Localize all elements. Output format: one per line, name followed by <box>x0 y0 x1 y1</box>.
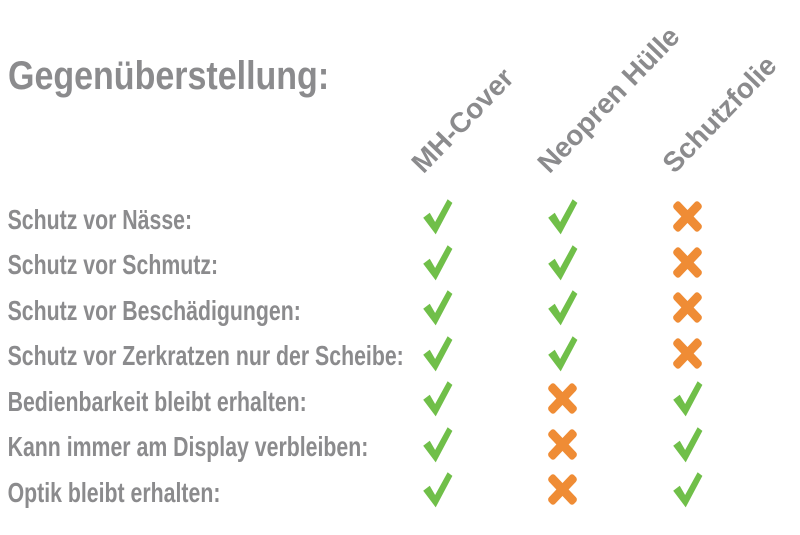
cross-icon <box>671 290 704 325</box>
cell-schutzfolie <box>625 288 750 334</box>
cross-icon <box>546 381 579 416</box>
cell-mh-cover <box>375 288 500 334</box>
check-icon <box>547 198 578 235</box>
cell-schutzfolie <box>625 243 750 289</box>
cell-neopren-huelle <box>500 243 625 289</box>
cell-mh-cover <box>375 334 500 380</box>
check-icon <box>422 426 453 463</box>
row-label: Bedienbarkeit bleibt erhalten: <box>7 385 307 417</box>
table-row: Schutz vor Schmutz: <box>0 243 800 289</box>
table-row: Schutz vor Beschädigungen: <box>0 288 800 334</box>
table-row: Kann immer am Display verbleiben: <box>0 425 800 471</box>
cell-mh-cover <box>375 425 500 471</box>
check-icon <box>547 289 578 326</box>
cross-icon <box>671 199 704 234</box>
cell-schutzfolie <box>625 334 750 380</box>
cell-schutzfolie <box>625 425 750 471</box>
row-label: Schutz vor Schmutz: <box>7 249 219 281</box>
check-icon <box>422 335 453 372</box>
check-icon <box>422 380 453 417</box>
cell-mh-cover <box>375 243 500 289</box>
row-label: Schutz vor Nässe: <box>7 203 193 235</box>
cell-neopren-huelle <box>500 334 625 380</box>
check-icon <box>422 244 453 281</box>
cross-icon <box>671 245 704 280</box>
table-row: Schutz vor Zerkratzen nur der Scheibe: <box>0 334 800 380</box>
cell-neopren-huelle <box>500 288 625 334</box>
check-icon <box>547 335 578 372</box>
table-row: Bedienbarkeit bleibt erhalten: <box>0 379 800 425</box>
row-label: Kann immer am Display verbleiben: <box>7 431 369 463</box>
cross-icon <box>671 336 704 371</box>
cell-mh-cover <box>375 470 500 516</box>
cell-schutzfolie <box>625 470 750 516</box>
cross-icon <box>546 427 579 462</box>
column-header-schutzfolie: Schutzfolie <box>656 49 783 179</box>
row-label: Optik bleibt erhalten: <box>7 476 221 508</box>
cell-mh-cover <box>375 197 500 243</box>
check-icon <box>547 244 578 281</box>
row-label: Schutz vor Beschädigungen: <box>7 294 301 326</box>
cell-mh-cover <box>375 379 500 425</box>
check-icon <box>422 289 453 326</box>
check-icon <box>672 380 703 417</box>
cell-neopren-huelle <box>500 379 625 425</box>
page-title: Gegenüberstellung: <box>8 54 330 98</box>
check-icon <box>672 426 703 463</box>
row-label: Schutz vor Zerkratzen nur der Scheibe: <box>7 340 404 372</box>
comparison-rows: Schutz vor Nässe: Schutz vor Schmutz: <box>0 197 800 516</box>
check-icon <box>422 471 453 508</box>
cross-icon <box>546 472 579 507</box>
column-header-mh-cover: MH-Cover <box>405 62 520 179</box>
cell-neopren-huelle <box>500 197 625 243</box>
cell-neopren-huelle <box>500 470 625 516</box>
table-row: Schutz vor Nässe: <box>0 197 800 243</box>
cell-schutzfolie <box>625 197 750 243</box>
table-row: Optik bleibt erhalten: <box>0 470 800 516</box>
check-icon <box>672 471 703 508</box>
check-icon <box>422 198 453 235</box>
cell-schutzfolie <box>625 379 750 425</box>
cell-neopren-huelle <box>500 425 625 471</box>
